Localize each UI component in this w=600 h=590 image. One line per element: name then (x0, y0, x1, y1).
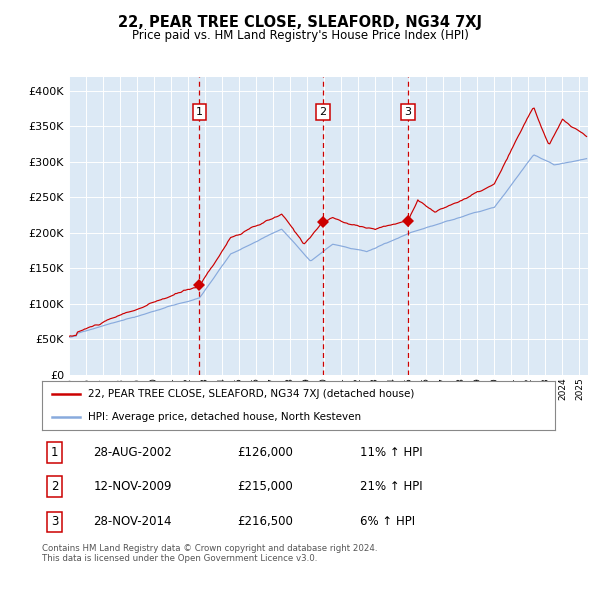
Text: 12-NOV-2009: 12-NOV-2009 (94, 480, 172, 493)
Text: 2: 2 (319, 107, 326, 117)
Text: HPI: Average price, detached house, North Kesteven: HPI: Average price, detached house, Nort… (88, 412, 361, 422)
Text: Contains HM Land Registry data © Crown copyright and database right 2024.
This d: Contains HM Land Registry data © Crown c… (42, 544, 377, 563)
Text: 3: 3 (51, 515, 59, 528)
Text: 28-NOV-2014: 28-NOV-2014 (94, 515, 172, 528)
Text: 1: 1 (51, 446, 59, 459)
Text: 11% ↑ HPI: 11% ↑ HPI (360, 446, 422, 459)
Text: 22, PEAR TREE CLOSE, SLEAFORD, NG34 7XJ (detached house): 22, PEAR TREE CLOSE, SLEAFORD, NG34 7XJ … (88, 389, 415, 399)
Text: 3: 3 (404, 107, 412, 117)
Text: 1: 1 (196, 107, 203, 117)
Text: 6% ↑ HPI: 6% ↑ HPI (360, 515, 415, 528)
Text: 28-AUG-2002: 28-AUG-2002 (94, 446, 172, 459)
Text: 2: 2 (51, 480, 59, 493)
Text: 22, PEAR TREE CLOSE, SLEAFORD, NG34 7XJ: 22, PEAR TREE CLOSE, SLEAFORD, NG34 7XJ (118, 15, 482, 30)
Text: Price paid vs. HM Land Registry's House Price Index (HPI): Price paid vs. HM Land Registry's House … (131, 30, 469, 42)
Text: 21% ↑ HPI: 21% ↑ HPI (360, 480, 422, 493)
Text: £126,000: £126,000 (237, 446, 293, 459)
Text: £215,000: £215,000 (237, 480, 293, 493)
Text: £216,500: £216,500 (237, 515, 293, 528)
